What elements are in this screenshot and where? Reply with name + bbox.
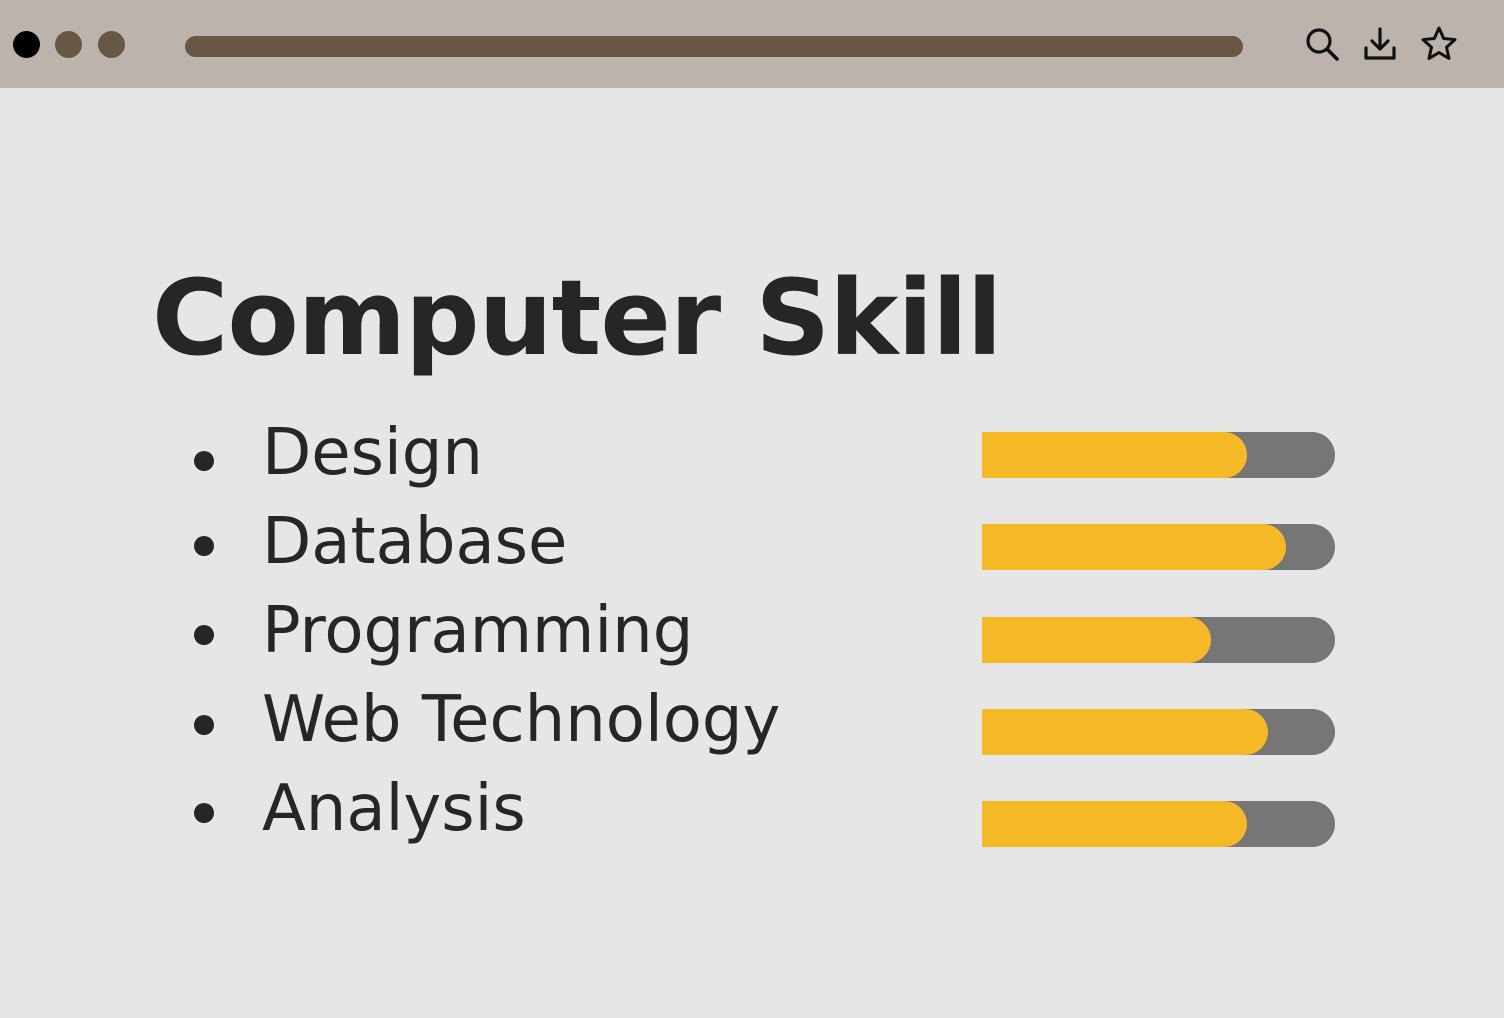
skill-level-bar (982, 432, 1335, 478)
skill-level-fill (982, 617, 1211, 663)
skill-level-fill (982, 524, 1286, 570)
skill-level-bar (982, 524, 1335, 570)
page-title: Computer Skill (152, 257, 1002, 379)
skill-label: Programming (262, 594, 694, 668)
bullet-icon (194, 536, 214, 556)
skill-item-programming: Programming (0, 594, 1504, 677)
skill-label: Design (262, 416, 483, 490)
skill-label: Analysis (262, 772, 526, 846)
star-icon[interactable] (1417, 22, 1461, 66)
download-icon[interactable] (1358, 22, 1402, 66)
skill-label: Database (262, 505, 568, 579)
skill-level-fill (982, 432, 1247, 478)
bullet-icon (194, 715, 214, 735)
skill-level-fill (982, 709, 1268, 755)
search-icon[interactable] (1300, 22, 1344, 66)
skill-level-bar (982, 801, 1335, 847)
skill-level-bar (982, 709, 1335, 755)
skill-item-web-technology: Web Technology (0, 683, 1504, 769)
skill-item-analysis: Analysis (0, 772, 1504, 861)
skill-level-fill (982, 801, 1247, 847)
skill-level-bar (982, 617, 1335, 663)
browser-toolbar (0, 0, 1504, 88)
bullet-icon (194, 451, 214, 471)
skill-item-design: Design (0, 413, 1504, 493)
skill-item-database: Database (0, 505, 1504, 585)
bullet-icon (194, 625, 214, 645)
bullet-icon (194, 803, 214, 823)
maximize-window-button[interactable] (98, 31, 125, 58)
minimize-window-button[interactable] (55, 31, 82, 58)
close-window-button[interactable] (13, 31, 40, 58)
address-bar[interactable] (185, 36, 1243, 57)
skill-label: Web Technology (262, 683, 781, 757)
